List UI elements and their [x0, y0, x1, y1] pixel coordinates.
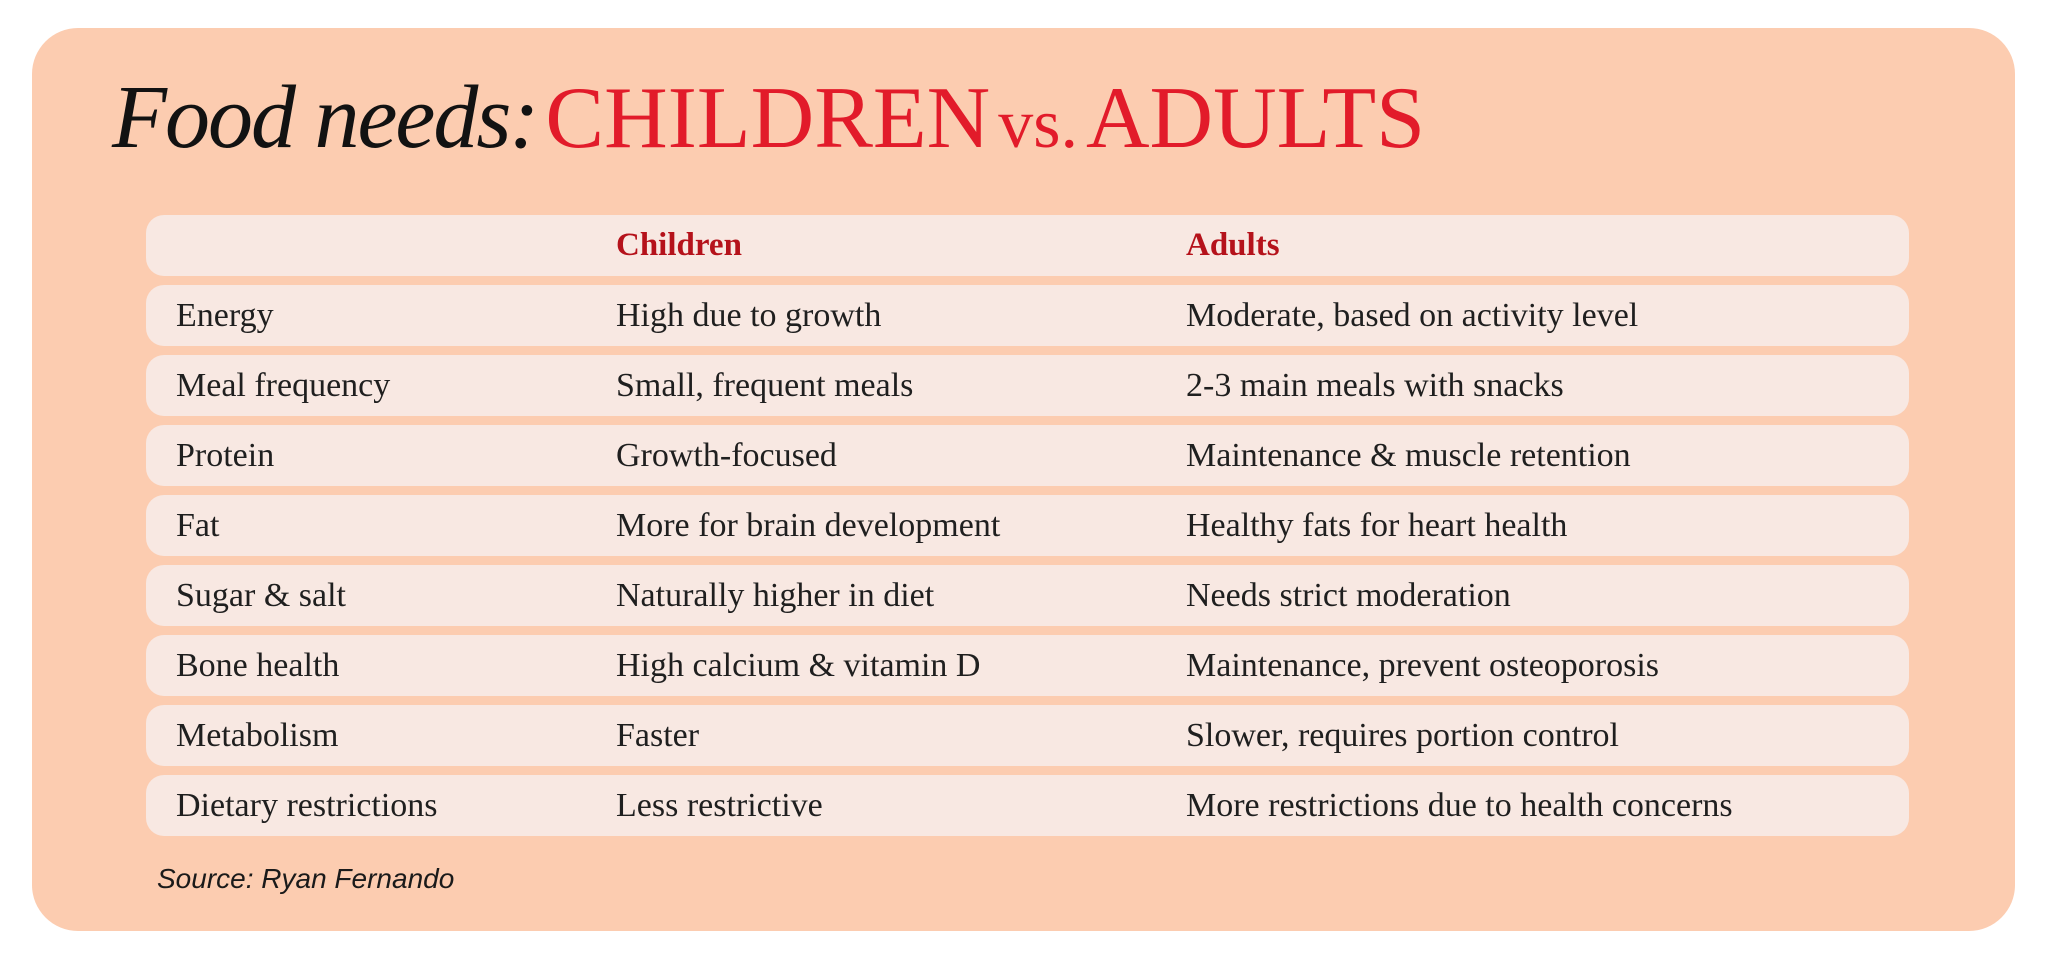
table-row: Dietary restrictions Less restrictive Mo…	[146, 775, 1909, 836]
row-category-cell: Bone health	[176, 647, 340, 684]
row-category-cell: Dietary restrictions	[176, 787, 438, 824]
title-vs: vs.	[998, 86, 1078, 163]
row-children-cell: Faster	[616, 717, 700, 754]
table-header-row: Children Adults	[146, 215, 1909, 276]
row-children-cell: Small, frequent meals	[616, 367, 914, 404]
row-category-cell: Energy	[176, 297, 274, 334]
row-adults-cell: Maintenance, prevent osteoporosis	[1186, 647, 1660, 684]
header-cell-children: Children	[616, 227, 742, 263]
header-cell-adults: Adults	[1186, 227, 1280, 263]
title-lead: Food needs:	[112, 68, 539, 167]
row-adults-cell: Healthy fats for heart health	[1186, 507, 1568, 544]
row-category-cell: Meal frequency	[176, 367, 391, 404]
row-adults-cell: Slower, requires portion control	[1186, 717, 1619, 754]
row-children-cell: Less restrictive	[616, 787, 823, 824]
table-row: Fat More for brain development Healthy f…	[146, 495, 1909, 556]
row-category-cell: Sugar & salt	[176, 577, 346, 614]
table-row: Metabolism Faster Slower, requires porti…	[146, 705, 1909, 766]
row-category-cell: Fat	[176, 507, 220, 544]
row-children-cell: More for brain development	[616, 507, 1001, 544]
row-children-cell: Naturally higher in diet	[616, 577, 935, 614]
title-children: CHILDREN	[545, 70, 991, 167]
table-row: Bone health High calcium & vitamin D Mai…	[146, 635, 1909, 696]
row-adults-cell: 2-3 main meals with snacks	[1186, 367, 1564, 404]
row-adults-cell: Moderate, based on activity level	[1186, 297, 1639, 334]
row-adults-cell: Needs strict moderation	[1186, 577, 1511, 614]
table-row: Energy High due to growth Moderate, base…	[146, 285, 1909, 346]
row-category-cell: Protein	[176, 437, 275, 474]
table-row: Sugar & salt Naturally higher in diet Ne…	[146, 565, 1909, 626]
row-children-cell: High calcium & vitamin D	[616, 647, 981, 684]
page-title: Food needs: CHILDREN vs. ADULTS	[112, 73, 1425, 183]
row-children-cell: High due to growth	[616, 297, 882, 334]
row-adults-cell: More restrictions due to health concerns	[1186, 787, 1733, 824]
row-children-cell: Growth-focused	[616, 437, 837, 474]
table-row: Meal frequency Small, frequent meals 2-3…	[146, 355, 1909, 416]
comparison-table: Children Adults Energy High due to growt…	[146, 215, 1909, 845]
title-adults: ADULTS	[1085, 70, 1426, 167]
table-row: Protein Growth-focused Maintenance & mus…	[146, 425, 1909, 486]
row-category-cell: Metabolism	[176, 717, 339, 754]
row-adults-cell: Maintenance & muscle retention	[1186, 437, 1631, 474]
source-credit: Source: Ryan Fernando	[157, 863, 455, 894]
